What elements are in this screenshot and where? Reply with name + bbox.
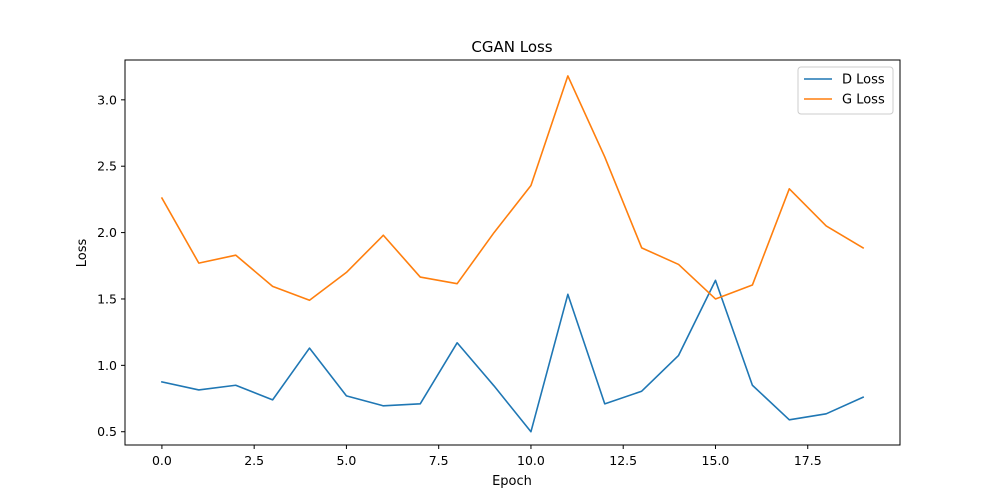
y-tick-label: 2.0 [97, 225, 117, 240]
x-axis-label: Epoch [492, 474, 532, 489]
axes-frame [124, 59, 901, 446]
y-tick-label: 2.5 [97, 159, 117, 174]
y-tick-label: 1.5 [97, 291, 117, 306]
x-tick-label: 2.5 [244, 453, 264, 468]
x-axis: 0.0 2.5 5.0 7.5 10.0 12.5 15.0 17.5 [152, 445, 822, 468]
x-tick-label: 7.5 [429, 453, 449, 468]
x-tick-label: 12.5 [609, 453, 637, 468]
x-tick-label: 15.0 [702, 453, 730, 468]
legend: D Loss G Loss [797, 66, 894, 115]
y-tick-label: 1.0 [97, 358, 117, 373]
legend-label: G Loss [842, 93, 885, 108]
x-tick-label: 0.0 [152, 453, 172, 468]
y-axis: 0.5 1.0 1.5 2.0 2.5 3.0 [97, 92, 125, 439]
series-line-g-loss [160, 75, 865, 302]
x-tick-label: 5.0 [336, 453, 356, 468]
x-tick-label: 17.5 [794, 453, 822, 468]
legend-label: D Loss [842, 73, 885, 88]
y-tick-label: 3.0 [97, 92, 117, 107]
y-axis-label: Loss [75, 239, 90, 268]
y-tick-label: 0.5 [97, 424, 117, 439]
x-tick-label: 10.0 [517, 453, 545, 468]
series-line-d-loss [160, 279, 865, 433]
chart-title: CGAN Loss [471, 38, 552, 56]
plot-area [160, 75, 865, 433]
